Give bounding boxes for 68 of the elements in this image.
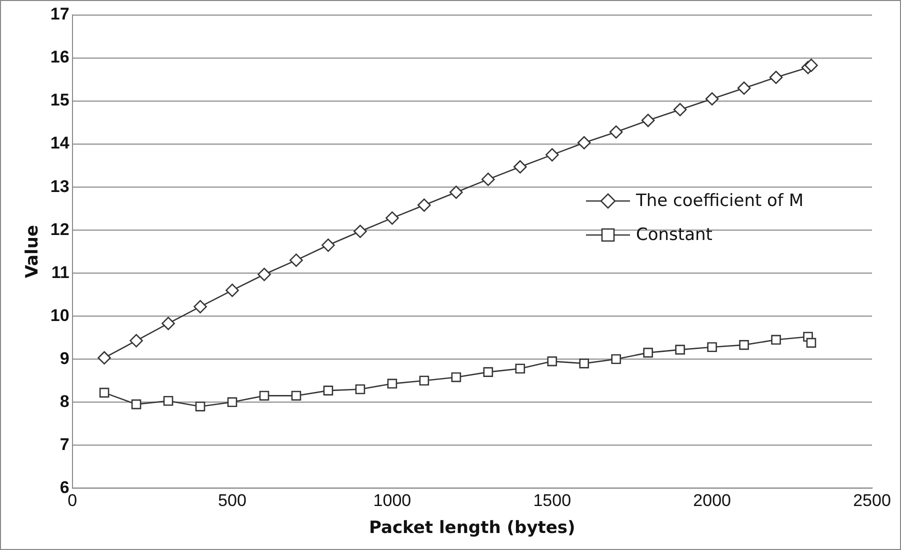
y-axis-title: Value bbox=[22, 225, 43, 278]
point bbox=[226, 284, 239, 297]
point bbox=[641, 114, 655, 128]
y-tick-label: 7 bbox=[60, 434, 70, 454]
y-tick-label: 15 bbox=[50, 90, 70, 110]
point bbox=[707, 342, 717, 352]
point bbox=[323, 386, 334, 396]
x-tick-label: 1500 bbox=[533, 491, 572, 510]
y-tick-label: 16 bbox=[50, 48, 70, 67]
point bbox=[769, 70, 783, 84]
point bbox=[609, 125, 623, 139]
x-tick-label: 0 bbox=[68, 491, 78, 510]
x-tick-label: 2500 bbox=[853, 491, 891, 510]
x-tick-label: 500 bbox=[218, 491, 246, 510]
point bbox=[804, 58, 818, 72]
point bbox=[386, 211, 399, 225]
point bbox=[577, 136, 591, 150]
y-tick-label: 10 bbox=[50, 306, 70, 325]
point bbox=[227, 397, 238, 408]
point bbox=[515, 364, 526, 374]
point bbox=[739, 340, 749, 350]
x-axis-title: Packet length (bytes) bbox=[368, 518, 576, 538]
y-tick-label: 6 bbox=[60, 478, 70, 497]
point bbox=[579, 358, 590, 368]
point bbox=[131, 399, 142, 410]
point bbox=[130, 334, 143, 348]
point bbox=[99, 388, 110, 398]
x-tick-label: 1000 bbox=[373, 491, 412, 510]
point bbox=[806, 338, 816, 348]
point bbox=[705, 92, 719, 106]
y-tick-label: 8 bbox=[60, 392, 70, 411]
point bbox=[195, 402, 206, 412]
point bbox=[513, 160, 527, 174]
y-tick-label: 11 bbox=[51, 262, 70, 282]
y-tick-label: 9 bbox=[60, 348, 70, 368]
point bbox=[322, 238, 335, 252]
point bbox=[258, 268, 271, 282]
legend-label: Constant bbox=[636, 225, 712, 245]
legend-label: The coefficient of M bbox=[636, 191, 804, 211]
x-tick-label: 2000 bbox=[693, 491, 731, 510]
point bbox=[98, 351, 111, 365]
point bbox=[673, 102, 687, 116]
y-tick-label: 17 bbox=[50, 4, 70, 24]
point bbox=[545, 148, 559, 162]
point bbox=[611, 354, 621, 364]
point bbox=[547, 356, 558, 366]
point bbox=[163, 396, 174, 406]
point bbox=[419, 376, 430, 386]
point bbox=[483, 367, 494, 377]
point bbox=[451, 372, 462, 382]
point bbox=[291, 390, 302, 401]
point bbox=[737, 81, 751, 95]
point bbox=[194, 300, 207, 314]
point bbox=[290, 254, 303, 267]
point bbox=[387, 378, 398, 389]
point bbox=[355, 384, 366, 394]
point bbox=[259, 390, 270, 401]
point bbox=[675, 344, 685, 355]
point bbox=[450, 186, 463, 199]
point bbox=[418, 198, 431, 212]
point bbox=[354, 224, 367, 238]
point bbox=[162, 316, 175, 330]
y-tick-label: 12 bbox=[50, 220, 70, 239]
y-tick-label: 14 bbox=[50, 134, 70, 153]
point bbox=[482, 172, 495, 186]
point bbox=[643, 348, 653, 358]
y-tick-label: 13 bbox=[50, 176, 70, 196]
point bbox=[771, 334, 781, 345]
